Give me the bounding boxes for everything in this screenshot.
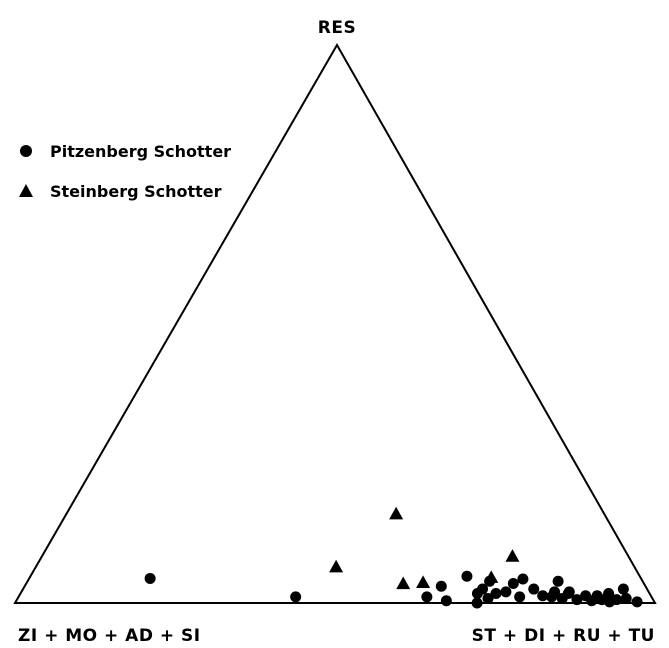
steinberg-schotter-triangle-point [329,559,344,573]
pitzenberg-schotter-circle-point [537,590,549,602]
steinberg-schotter-triangle-point [396,576,411,590]
pitzenberg-schotter-circle-point [144,572,156,584]
pitzenberg-schotter-circle-point [471,588,483,600]
legend: Pitzenberg Schotter Steinberg Schotter [19,142,231,201]
legend-label-pitzenberg: Pitzenberg Schotter [50,142,231,161]
steinberg-schotter-triangle-point [505,549,520,562]
legend-label-steinberg: Steinberg Schotter [50,182,222,201]
pitzenberg-schotter-circle-point [471,597,483,609]
pitzenberg-schotter-circle-point [435,580,447,592]
pitzenberg-schotter-circle-point [461,570,473,582]
pitzenberg-schotter-circle-point [482,593,494,605]
pitzenberg-schotter-circle-point [421,591,433,603]
pitzenberg-schotter-circle-point [617,583,629,595]
pitzenberg-schotter-circle-point [552,575,564,587]
pitzenberg-schotter-circle-point [507,577,519,589]
pitzenberg-schotter-circle-point [603,588,615,600]
pitzenberg-schotter-circle-point [546,591,558,603]
pitzenberg-schotter-circle-point [611,594,623,606]
legend-circle-marker [20,145,32,157]
pitzenberg-schotter-circle-point [514,591,526,603]
ternary-triangle-outline [13,42,657,604]
pitzenberg-schotter-circle-point [490,588,502,600]
pitzenberg-schotter-circle-point [517,573,529,585]
pitzenberg-schotter-circle-point [290,591,302,603]
pitzenberg-schotter-circle-point [631,596,643,608]
steinberg-schotter-triangle-point [484,570,499,583]
apex-label-right: ST + DI + RU + TU [472,626,655,646]
pitzenberg-schotter-circle-point [591,590,603,602]
steinberg-schotter-triangle-point [389,506,404,520]
data-points [144,506,643,609]
pitzenberg-schotter-circle-point [563,586,575,598]
legend-triangle-marker [19,184,33,197]
pitzenberg-schotter-circle-point [620,593,632,605]
steinberg-schotter-triangle-point [416,575,431,588]
pitzenberg-schotter-circle-point [500,586,512,598]
apex-label-top: RES [318,18,356,38]
apex-label-left: ZI + MO + AD + SI [18,626,201,646]
pitzenberg-schotter-circle-point [440,595,452,607]
pitzenberg-schotter-circle-point [528,583,540,595]
pitzenberg-schotter-circle-point [571,594,583,606]
